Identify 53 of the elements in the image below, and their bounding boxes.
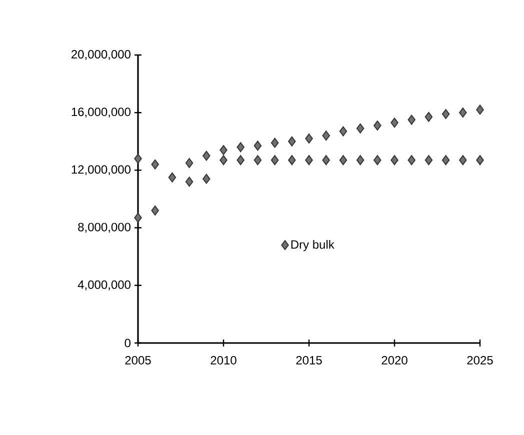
point: [424, 155, 433, 166]
point: [442, 155, 450, 166]
legend-label: Dry bulk: [291, 240, 334, 252]
point: [134, 154, 142, 164]
point: [236, 142, 244, 152]
point: [305, 155, 313, 166]
point: [151, 206, 159, 216]
point: [459, 155, 467, 166]
y-tick-label: 16,000,000: [72, 108, 131, 118]
point: [356, 123, 364, 134]
point: [442, 109, 450, 120]
point: [390, 118, 398, 128]
point: [305, 134, 313, 144]
point: [390, 155, 398, 166]
point: [202, 150, 210, 161]
point: [220, 145, 228, 156]
point: [339, 126, 348, 136]
point: [408, 155, 416, 166]
y-tick-label: 0: [124, 338, 131, 348]
point: [322, 130, 330, 141]
point: [168, 172, 176, 182]
x-tick-label: 2020: [382, 356, 408, 365]
y-tick-label: 4,000,000: [78, 280, 131, 290]
point: [374, 120, 382, 131]
point: [322, 155, 330, 166]
point: [151, 159, 159, 170]
x-tick-label: 2015: [296, 356, 322, 365]
point: [220, 155, 228, 166]
point: [134, 212, 142, 223]
point: [270, 155, 279, 166]
x-tick-label: 2005: [125, 356, 151, 365]
point: [185, 176, 194, 187]
point: [459, 108, 467, 118]
y-tick-label: 12,000,000: [72, 165, 131, 176]
y-tick-label: 20,000,000: [72, 50, 131, 60]
point: [339, 155, 348, 166]
point: [254, 140, 262, 151]
point: [374, 155, 382, 166]
point: [476, 155, 484, 166]
point: [476, 104, 484, 115]
point: [356, 155, 364, 166]
point: [424, 112, 433, 122]
point: [270, 138, 279, 148]
point: [185, 158, 194, 168]
point: [202, 174, 210, 184]
point: [236, 155, 244, 166]
point: [254, 155, 262, 166]
point: [408, 114, 416, 125]
y-tick-label: 8,000,000: [78, 222, 131, 233]
point: [288, 136, 296, 146]
point: [288, 155, 296, 166]
x-tick-label: 2025: [467, 356, 493, 365]
x-tick-label: 2010: [210, 356, 236, 365]
